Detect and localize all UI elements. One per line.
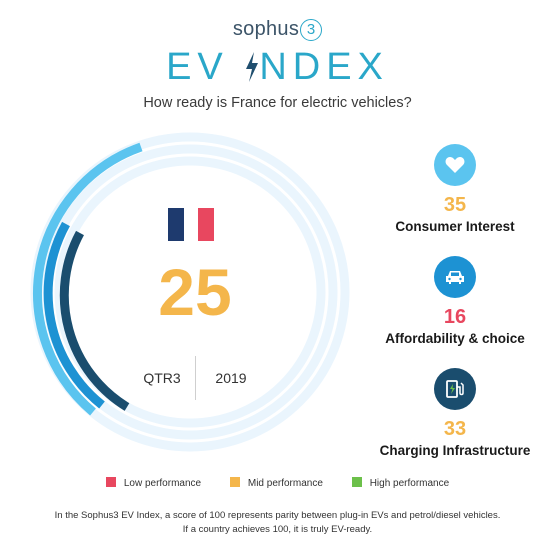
legend-label: Mid performance <box>247 478 323 489</box>
title-part-ndex: NDEX <box>259 46 389 88</box>
metric-value: 33 <box>443 418 467 440</box>
metric-charging-infrastructure: 33 Charging Infrastructure <box>365 368 545 458</box>
gauge-arc-consumer-interest <box>33 142 143 416</box>
quarter-label: QTR3 <box>143 370 181 386</box>
charging-station-icon <box>434 368 476 410</box>
metric-label: Consumer Interest <box>395 219 515 234</box>
legend-swatch <box>105 477 116 487</box>
page-title: EV NDEX <box>0 46 555 89</box>
footer-note: In the Sophus3 EV Index, a score of 100 … <box>0 509 555 537</box>
gauge-arc-affordability <box>43 221 105 409</box>
legend-swatch <box>229 477 240 487</box>
gauge-arc-charging <box>59 230 130 411</box>
heart-icon <box>434 144 476 186</box>
lightning-bolt-icon <box>245 46 259 89</box>
gauge-inner-disc <box>66 168 314 416</box>
car-icon <box>434 256 476 298</box>
period-divider <box>195 356 196 400</box>
metric-affordability: 16 Affordability & choice <box>365 256 545 346</box>
index-score: 25 <box>158 255 232 329</box>
metric-value: 35 <box>443 194 467 216</box>
legend-item-low: Low performance <box>105 477 202 489</box>
footer-line-1: In the Sophus3 EV Index, a score of 100 … <box>54 510 501 521</box>
ev-index-gauge <box>30 132 350 452</box>
metric-label: Affordability & choice <box>385 331 525 346</box>
brand-name: sophus <box>232 18 300 40</box>
metric-value: 16 <box>443 306 467 328</box>
performance-legend: Low performance Mid performance High per… <box>0 477 555 489</box>
footer-line-2: If a country achieves 100, it is truly E… <box>182 524 373 535</box>
legend-label: Low performance <box>123 478 202 489</box>
metric-consumer-interest: 35 Consumer Interest <box>365 144 545 234</box>
france-flag <box>168 208 214 241</box>
metric-label: Charging Infrastructure <box>379 443 531 458</box>
legend-label: High performance <box>369 478 450 489</box>
legend-swatch <box>351 477 362 487</box>
page-subtitle: How ready is France for electric vehicle… <box>143 95 412 111</box>
year-label: 2019 <box>215 370 247 386</box>
gauge-track-inner <box>54 156 326 428</box>
legend-item-mid: Mid performance <box>229 477 323 489</box>
sophus3-logo: sophus 3 <box>0 18 555 41</box>
legend-item-high: High performance <box>351 477 450 489</box>
brand-mark: 3 <box>300 19 323 41</box>
title-part-ev: EV <box>166 46 246 88</box>
